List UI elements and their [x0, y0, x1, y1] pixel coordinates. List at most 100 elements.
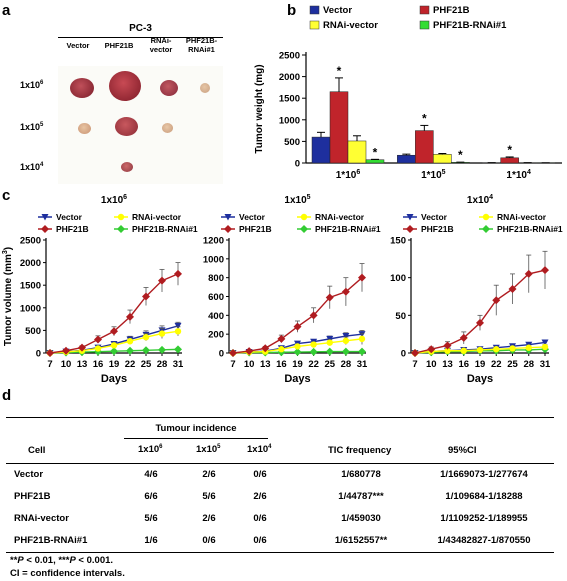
- point-rnai-vector: [110, 342, 118, 349]
- point-phf21b: [277, 334, 286, 343]
- x-tick-label: 10: [61, 359, 72, 370]
- x-tick-label: 7: [412, 359, 417, 370]
- y-tick-label: 2500: [279, 51, 300, 62]
- x-axis-label: Days: [284, 373, 310, 385]
- x-tick-label: 16: [276, 359, 287, 370]
- point-phf21b: [459, 333, 468, 342]
- legend-label-phf21b: PHF21B: [239, 224, 272, 234]
- significance-star: *: [422, 111, 427, 125]
- tumor-phf21b-1e4: [121, 162, 133, 172]
- header-tic: TIC frequency: [328, 445, 392, 456]
- cell-ci: 1/43482827-1/870550: [437, 535, 531, 546]
- tumor-photo: PC-3 Vector PHF21B RNAi- vector PHF21B- …: [58, 22, 223, 184]
- legend-marker-phf21b: [406, 225, 414, 233]
- header-inc-1e5: 1x105: [196, 444, 221, 456]
- x-tick-label: 28: [341, 359, 352, 370]
- legend-swatch-phf21b-rnai-1: [419, 20, 430, 30]
- legend-swatch-rnai-vector: [309, 20, 320, 30]
- bar-phf21b-1-10-6: [329, 91, 349, 164]
- cell-i6: 5/6: [144, 513, 158, 524]
- x-tick-label: 19: [109, 359, 120, 370]
- cell-cell: PHF21B: [14, 491, 51, 502]
- x-tick-label: 19: [475, 359, 486, 370]
- x-tick-label: 16: [458, 359, 469, 370]
- x-tick-label: 28: [523, 359, 534, 370]
- y-tick-label: 500: [25, 326, 41, 337]
- point-rnai-vector: [142, 333, 150, 341]
- legend-label-vector: Vector: [239, 212, 266, 222]
- point-phf21b: [411, 349, 419, 357]
- y-tick-label: 150: [390, 236, 406, 247]
- legend-swatch-phf21b: [419, 5, 430, 15]
- point-phf21b: [341, 287, 350, 296]
- table-row: PHF21B 6/6 5/6 2/6 1/44787*** 1/109684-1/1828…: [6, 488, 554, 508]
- panel-label-c: c: [2, 187, 11, 204]
- legend-marker-vector: [41, 214, 49, 221]
- point-rnai-vector: [358, 335, 366, 343]
- cell-cell: PHF21B-RNAi#1: [14, 535, 88, 546]
- y-tick-label: 1000: [203, 254, 224, 265]
- footnote-ci: CI = confidence intervals.: [10, 568, 125, 579]
- legend-marker-phf21b-rnai-1: [300, 225, 308, 233]
- cell-ci: 1/109684-1/18288: [445, 491, 523, 502]
- y-tick-label: 1500: [20, 281, 41, 292]
- tumor-volume-line-charts: 1x106 Vector RNAi-vector PHF21B PHF21B-RNAi#…: [2, 194, 563, 385]
- x-tick-label: 10: [244, 359, 255, 370]
- header-inc-1e6: 1x106: [138, 444, 163, 456]
- x-tick-label: 10: [426, 359, 437, 370]
- y-tick-label: 1500: [279, 94, 300, 105]
- point-rnai-vector: [310, 341, 317, 348]
- y-tick-label: 400: [208, 311, 224, 322]
- point-phf21b: [427, 345, 436, 354]
- bar-phf21b-1-10-4: [500, 157, 519, 164]
- cell-tic: 1/44787***: [338, 491, 384, 502]
- legend-label-phf21b-rnai-1: PHF21B-RNAi#1: [315, 224, 381, 234]
- x-tick-label: 31: [540, 359, 551, 370]
- point-phf21b-rnai-1: [142, 346, 150, 355]
- point-phf21b-rnai-1: [325, 347, 334, 356]
- point-rnai-vector: [509, 345, 516, 352]
- photo-row-1e4: 1x104: [20, 162, 44, 172]
- panel-label-b: b: [287, 2, 297, 19]
- series-line-phf21b: [414, 269, 546, 354]
- legend-label-phf21b-rnai-1: PHF21B-RNAi#1: [433, 20, 507, 31]
- legend-label-vector: Vector: [421, 212, 448, 222]
- x-tick-label: 31: [357, 359, 368, 370]
- y-tick-label: 100: [390, 273, 406, 284]
- point-phf21b-rnai-1: [341, 347, 350, 356]
- point-phf21b: [541, 266, 549, 275]
- tumor-rnai-vector-1e6: [160, 80, 178, 96]
- point-phf21b: [325, 293, 334, 302]
- point-rnai-vector: [126, 338, 134, 345]
- x-tick-label: 7: [230, 359, 235, 370]
- point-phf21b-rnai-1: [158, 345, 166, 354]
- cell-i4: 0/6: [253, 469, 267, 480]
- point-phf21b-rnai-1: [309, 347, 318, 356]
- point-phf21b: [524, 269, 533, 278]
- point-phf21b: [293, 322, 302, 331]
- x-axis-label: Days: [101, 373, 127, 385]
- y-tick-label: 600: [208, 292, 224, 303]
- y-tick-label: 1000: [20, 303, 41, 314]
- photo-column-vector: Vector: [66, 41, 90, 50]
- point-phf21b-rnai-1: [174, 345, 182, 354]
- x-tick-label: 22: [308, 359, 319, 370]
- point-phf21b: [94, 335, 102, 344]
- y-tick-label: 0: [401, 349, 406, 360]
- point-rnai-vector: [493, 346, 500, 353]
- point-phf21b-rnai-1: [358, 347, 366, 356]
- point-rnai-vector: [460, 347, 467, 354]
- point-phf21b: [142, 292, 150, 301]
- x-axis-label: Days: [467, 373, 493, 385]
- point-phf21b: [62, 346, 70, 355]
- cell-i6: 1/6: [144, 535, 158, 546]
- cell-tic: 1/680778: [341, 469, 381, 480]
- bar-rnai-vector-1-10-6: [347, 140, 367, 164]
- photo-row-1e6: 1x106: [20, 80, 44, 90]
- point-phf21b: [174, 269, 182, 278]
- photo-column-phf21b-rnai1: PHF21B- RNAi#1: [185, 36, 218, 54]
- cell-cell: RNAi-vector: [14, 513, 69, 524]
- photo-row-1e5: 1x105: [20, 122, 44, 132]
- legend-marker-vector: [224, 214, 232, 221]
- cell-i4: 0/6: [253, 513, 267, 524]
